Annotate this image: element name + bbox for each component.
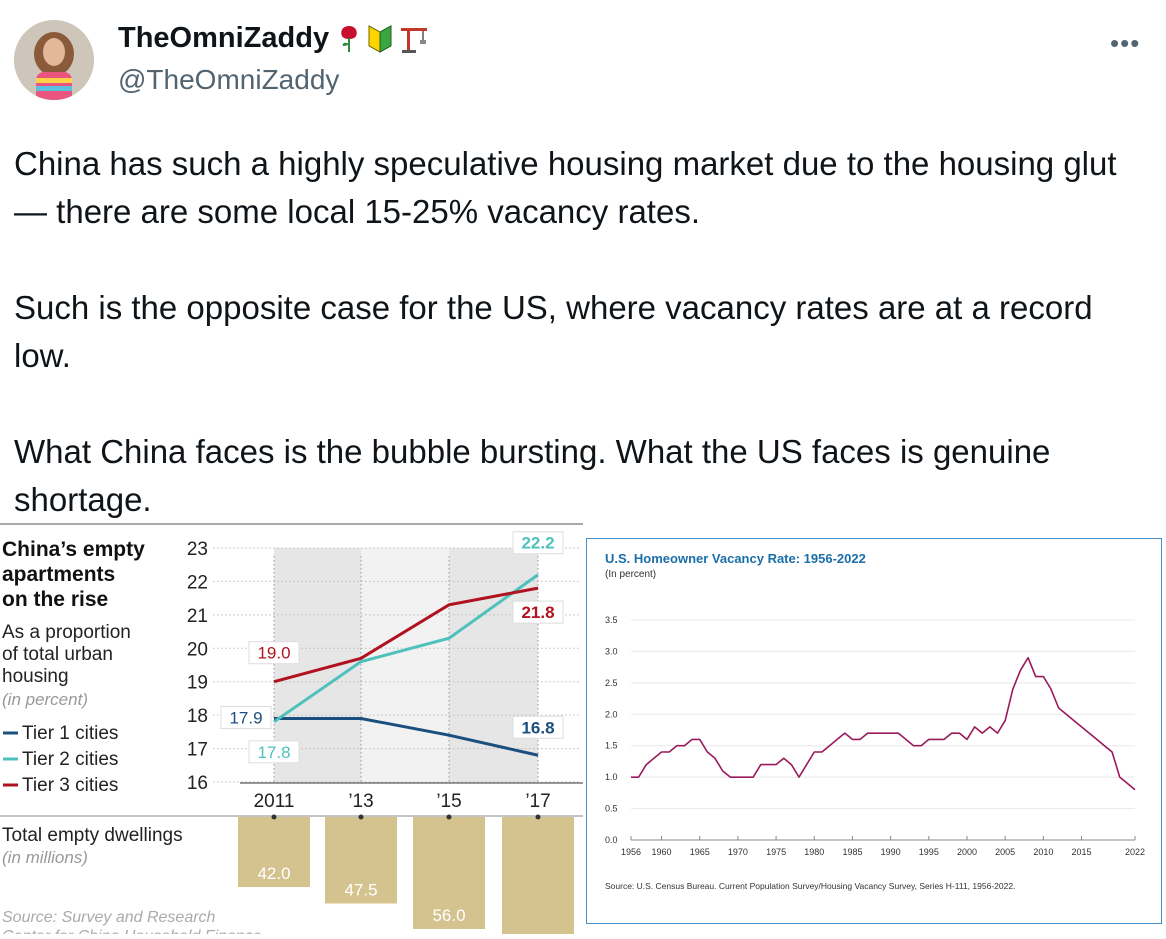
data-label-box [220, 705, 272, 729]
series-line [273, 586, 539, 684]
data-label: 19.0 [257, 644, 290, 663]
y-tick-label: 18 [187, 706, 208, 727]
x-tick-label: 2015 [1072, 847, 1092, 857]
bar-value-label: 42.0 [257, 864, 290, 883]
chart-title: U.S. Homeowner Vacancy Rate: 1956-2022 [605, 551, 866, 566]
author-handle[interactable]: @TheOmniZaddy [118, 64, 340, 95]
x-tick-label: 1975 [766, 847, 786, 857]
y-tick-label: 21 [187, 606, 208, 627]
chart-band [361, 548, 449, 782]
bar [325, 817, 397, 904]
author-name[interactable]: TheOmniZaddy [118, 22, 330, 54]
y-tick-label: 2.0 [605, 709, 618, 719]
y-tick-label: 3.5 [605, 615, 618, 625]
x-tick-label: 2022 [1125, 847, 1145, 857]
series-line [273, 573, 539, 724]
chart-subtitle: of total urban [2, 644, 113, 665]
data-label: 17.9 [229, 708, 262, 727]
chart-unit-note: (in percent) [2, 690, 88, 709]
y-tick-label: 17 [187, 740, 208, 761]
rose-icon [341, 25, 357, 52]
chart-title: China’s empty [2, 538, 145, 561]
bar [502, 817, 574, 939]
x-tick-label: 1995 [919, 847, 939, 857]
china-vacancy-chart[interactable]: China’s empty apartments on the rise As a p… [0, 520, 583, 939]
series-line [631, 656, 1136, 791]
data-label: 21.8 [521, 603, 554, 622]
x-tick-label: 2005 [995, 847, 1015, 857]
x-tick-label: 2011 [254, 791, 295, 812]
bars-unit-note: (in millions) [2, 848, 88, 867]
y-tick-label: 19 [187, 673, 208, 694]
bar-marker [271, 814, 277, 820]
chart-source: Source: U.S. Census Bureau. Current Popu… [605, 881, 1015, 891]
y-tick-label: 0.5 [605, 804, 618, 814]
bars-title: Total empty dwellings [2, 825, 183, 846]
x-tick-label: 2010 [1033, 847, 1053, 857]
data-label-box [512, 600, 564, 624]
data-label: 16.8 [521, 718, 554, 737]
x-tick-label: 1980 [804, 847, 824, 857]
bar [238, 817, 310, 887]
chart-subtitle: housing [2, 666, 69, 687]
bar-value-label: 56.0 [432, 906, 465, 925]
x-tick-label: ’15 [436, 791, 461, 812]
data-label: 22.2 [521, 534, 554, 553]
data-label-box [512, 715, 564, 739]
chart-subtitle: As a proportion [2, 622, 131, 643]
bar [413, 817, 485, 929]
legend-label: Tier 2 cities [22, 749, 118, 770]
y-tick-label: 16 [187, 773, 208, 794]
y-tick-label: 1.0 [605, 772, 618, 782]
x-tick-label: 1956 [621, 847, 641, 857]
data-label-box [512, 531, 564, 555]
series-line [274, 716, 539, 757]
chart-source: Source: Survey and Research [2, 909, 216, 926]
x-tick-label: 1970 [728, 847, 748, 857]
tweet-text: China has such a highly speculative hous… [14, 140, 1154, 524]
chart-source: Center for China Household Finance [2, 928, 262, 934]
y-tick-label: 20 [187, 639, 208, 660]
x-tick-label: 1960 [652, 847, 672, 857]
chart-subtitle: (In percent) [605, 569, 656, 580]
bar-marker [535, 814, 541, 820]
y-tick-label: 3.0 [605, 646, 618, 656]
avatar[interactable] [14, 20, 94, 100]
x-tick-label: 2000 [957, 847, 977, 857]
bar-marker [446, 814, 452, 820]
data-label-box [248, 641, 300, 665]
legend-label: Tier 3 cities [22, 775, 118, 796]
tweet-paragraph: China has such a highly speculative hous… [14, 145, 1117, 230]
legend-label: Tier 1 cities [22, 723, 118, 744]
x-tick-label: 1990 [881, 847, 901, 857]
y-tick-label: 1.5 [605, 741, 618, 751]
x-tick-label: 1985 [842, 847, 862, 857]
beginner-icon [368, 24, 392, 53]
x-tick-label: ’13 [348, 791, 373, 812]
us-vacancy-chart[interactable]: U.S. Homeowner Vacancy Rate: 1956-2022 (I… [586, 538, 1162, 924]
data-label: 17.8 [257, 743, 290, 762]
y-tick-label: 2.5 [605, 678, 618, 688]
y-tick-label: 23 [187, 539, 208, 560]
tweet-paragraph: What China faces is the bubble bursting.… [14, 433, 1051, 518]
tweet-media[interactable]: China’s empty apartments on the rise As a p… [0, 520, 1166, 939]
data-label-box [248, 740, 300, 764]
y-tick-label: 22 [187, 572, 208, 593]
y-tick-label: 0.0 [605, 835, 618, 845]
crane-icon [401, 27, 428, 53]
x-tick-label: 1965 [690, 847, 710, 857]
x-tick-label: ’17 [525, 791, 550, 812]
more-options-button[interactable]: ••• [1110, 28, 1141, 58]
author-name-row[interactable]: TheOmniZaddy [118, 22, 429, 55]
chart-title: on the rise [2, 588, 108, 611]
bar-value-label: 47.5 [344, 881, 377, 900]
bar-marker [358, 814, 364, 820]
avatar-image [14, 20, 94, 100]
tweet-paragraph: Such is the opposite case for the US, wh… [14, 289, 1093, 374]
chart-title: apartments [2, 563, 115, 586]
